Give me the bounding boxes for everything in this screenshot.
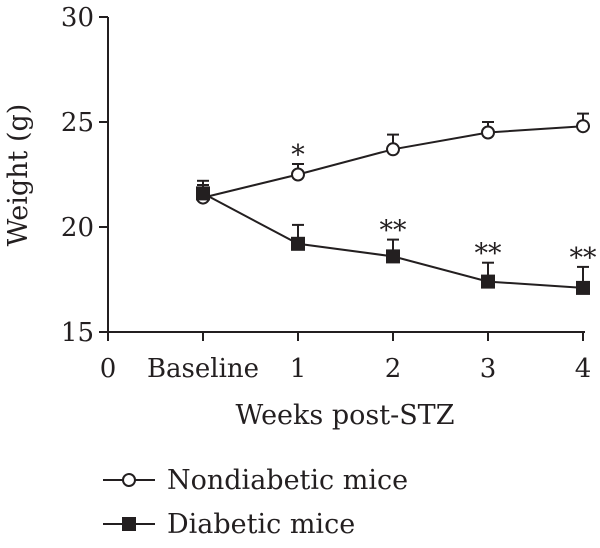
point-nondiabetic-mice-1 [291, 167, 305, 182]
chart-axes: 15 20 25 30 0 Baseline 1 2 3 4 [61, 3, 591, 384]
x-tick-label-2: 2 [385, 354, 402, 384]
x-tick-label-3: 3 [480, 354, 497, 384]
point-nondiabetic-mice-4 [576, 119, 590, 134]
legend-marker-filled-square [122, 517, 136, 531]
x-axis-title: Weeks post-STZ [236, 400, 455, 431]
legend-item-nondiabetic: Nondiabetic mice [103, 465, 408, 496]
y-tick-label-30: 30 [61, 3, 94, 33]
point-diabetic-mice-baseline [196, 186, 210, 201]
y-axis-title: Weight (g) [3, 104, 34, 247]
point-diabetic-mice-3 [481, 274, 495, 289]
x-tick-label-1: 1 [290, 354, 307, 384]
point-nondiabetic-mice-3 [481, 125, 495, 140]
y-tick-label-15: 15 [61, 318, 94, 348]
point-diabetic-mice-4 [576, 280, 590, 295]
y-tick-label-20: 20 [61, 213, 94, 243]
legend-label-diabetic: Diabetic mice [167, 509, 355, 540]
legend-item-diabetic: Diabetic mice [103, 509, 355, 540]
chart-legend: Nondiabetic mice Diabetic mice [103, 465, 408, 540]
y-tick-label-25: 25 [61, 108, 94, 138]
significance-label-4: ** [570, 243, 598, 274]
x-tick-label-baseline: Baseline [147, 354, 259, 384]
significance-label-2: ** [380, 216, 408, 247]
x-tick-label-4: 4 [575, 354, 592, 384]
point-diabetic-mice-1 [291, 236, 305, 251]
x-tick-label-0: 0 [100, 354, 117, 384]
chart-marks: ***** ** [196, 112, 598, 295]
point-diabetic-mice-2 [386, 249, 400, 264]
legend-label-nondiabetic: Nondiabetic mice [167, 465, 408, 496]
significance-label-1: * [291, 140, 305, 171]
significance-label-3: ** [475, 239, 503, 270]
point-nondiabetic-mice-2 [386, 142, 400, 157]
legend-marker-open-circle [122, 473, 136, 487]
